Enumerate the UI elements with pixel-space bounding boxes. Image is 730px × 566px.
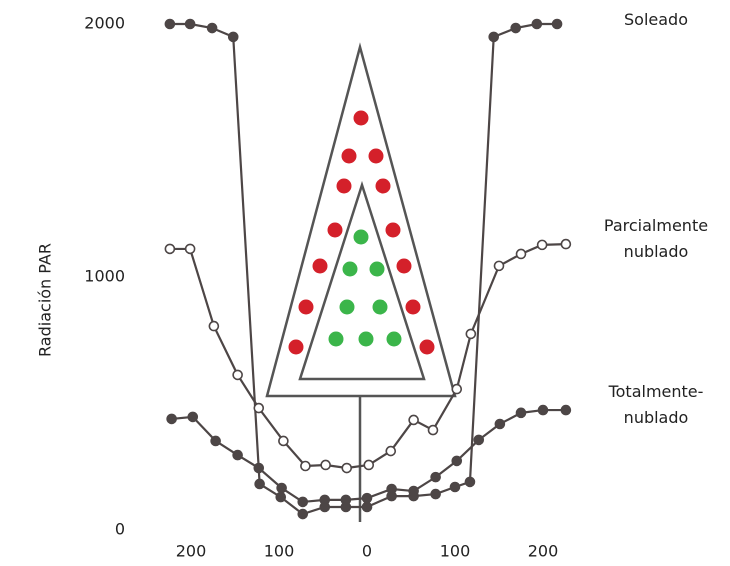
data-point [301,461,310,470]
data-point [495,419,504,428]
data-point [466,329,475,338]
data-point [279,436,288,445]
data-point [188,412,197,421]
dot [313,259,328,274]
data-point [277,484,286,493]
dot [299,300,314,315]
data-point [409,487,418,496]
data-point [409,415,418,424]
data-point [431,473,440,482]
data-point [495,261,504,270]
dot [376,179,391,194]
data-point [517,249,526,258]
data-point [186,20,195,29]
x-tick-label: 100 [264,542,295,561]
data-point [233,370,242,379]
data-point [363,494,372,503]
data-point [342,464,351,473]
dot [370,262,385,277]
data-point [321,460,330,469]
data-point [233,451,242,460]
dot [369,149,384,164]
data-point [229,32,238,41]
data-point [474,435,483,444]
data-point [254,404,263,413]
dot [343,262,358,277]
chart: Radiación PAR 0100020002001000100200 [0,0,730,566]
data-point [320,495,329,504]
data-point [386,447,395,456]
data-point [465,477,474,486]
data-point [209,322,218,331]
data-point [341,495,350,504]
data-point [431,490,440,499]
data-point [511,24,520,33]
dot [406,300,421,315]
data-point [539,406,548,415]
data-point [561,240,570,249]
dot [289,340,304,355]
dot [354,230,369,245]
data-point [538,240,547,249]
dot [337,179,352,194]
figure: Radiación PAR 0100020002001000100200 Sol… [0,0,730,566]
data-point [298,510,307,519]
series-label: Parcialmente nublado [596,213,716,265]
dot [387,332,402,347]
series-line [172,410,566,502]
data-point [387,485,396,494]
data-point [561,406,570,415]
data-point [276,493,285,502]
dot [373,300,388,315]
data-point [489,32,498,41]
data-point [452,456,461,465]
y-tick-label: 1000 [84,267,125,286]
x-tick-label: 100 [440,542,471,561]
data-point [452,385,461,394]
data-point [186,244,195,253]
data-point [532,20,541,29]
dot [386,223,401,238]
data-point [254,464,263,473]
dot [342,149,357,164]
dot [420,340,435,355]
data-point [298,497,307,506]
data-point [255,479,264,488]
x-tick-label: 0 [362,542,372,561]
dot [329,332,344,347]
data-point [364,460,373,469]
series-label: Soleado [596,7,716,33]
data-point [517,408,526,417]
y-axis-label: Radiación PAR [36,243,55,357]
data-point [208,24,217,33]
data-point [553,20,562,29]
series-label: Totalmente-nublado [596,379,716,431]
y-tick-label: 2000 [84,14,125,33]
dot [359,332,374,347]
data-point [451,482,460,491]
dot [328,223,343,238]
dot [354,111,369,126]
data-point [167,414,176,423]
x-tick-label: 200 [528,542,559,561]
data-point [211,436,220,445]
data-point [363,502,372,511]
dot [340,300,355,315]
y-tick-label: 0 [115,520,125,539]
data-point [165,20,174,29]
data-point [165,244,174,253]
dot [397,259,412,274]
data-point [429,426,438,435]
x-tick-label: 200 [176,542,207,561]
